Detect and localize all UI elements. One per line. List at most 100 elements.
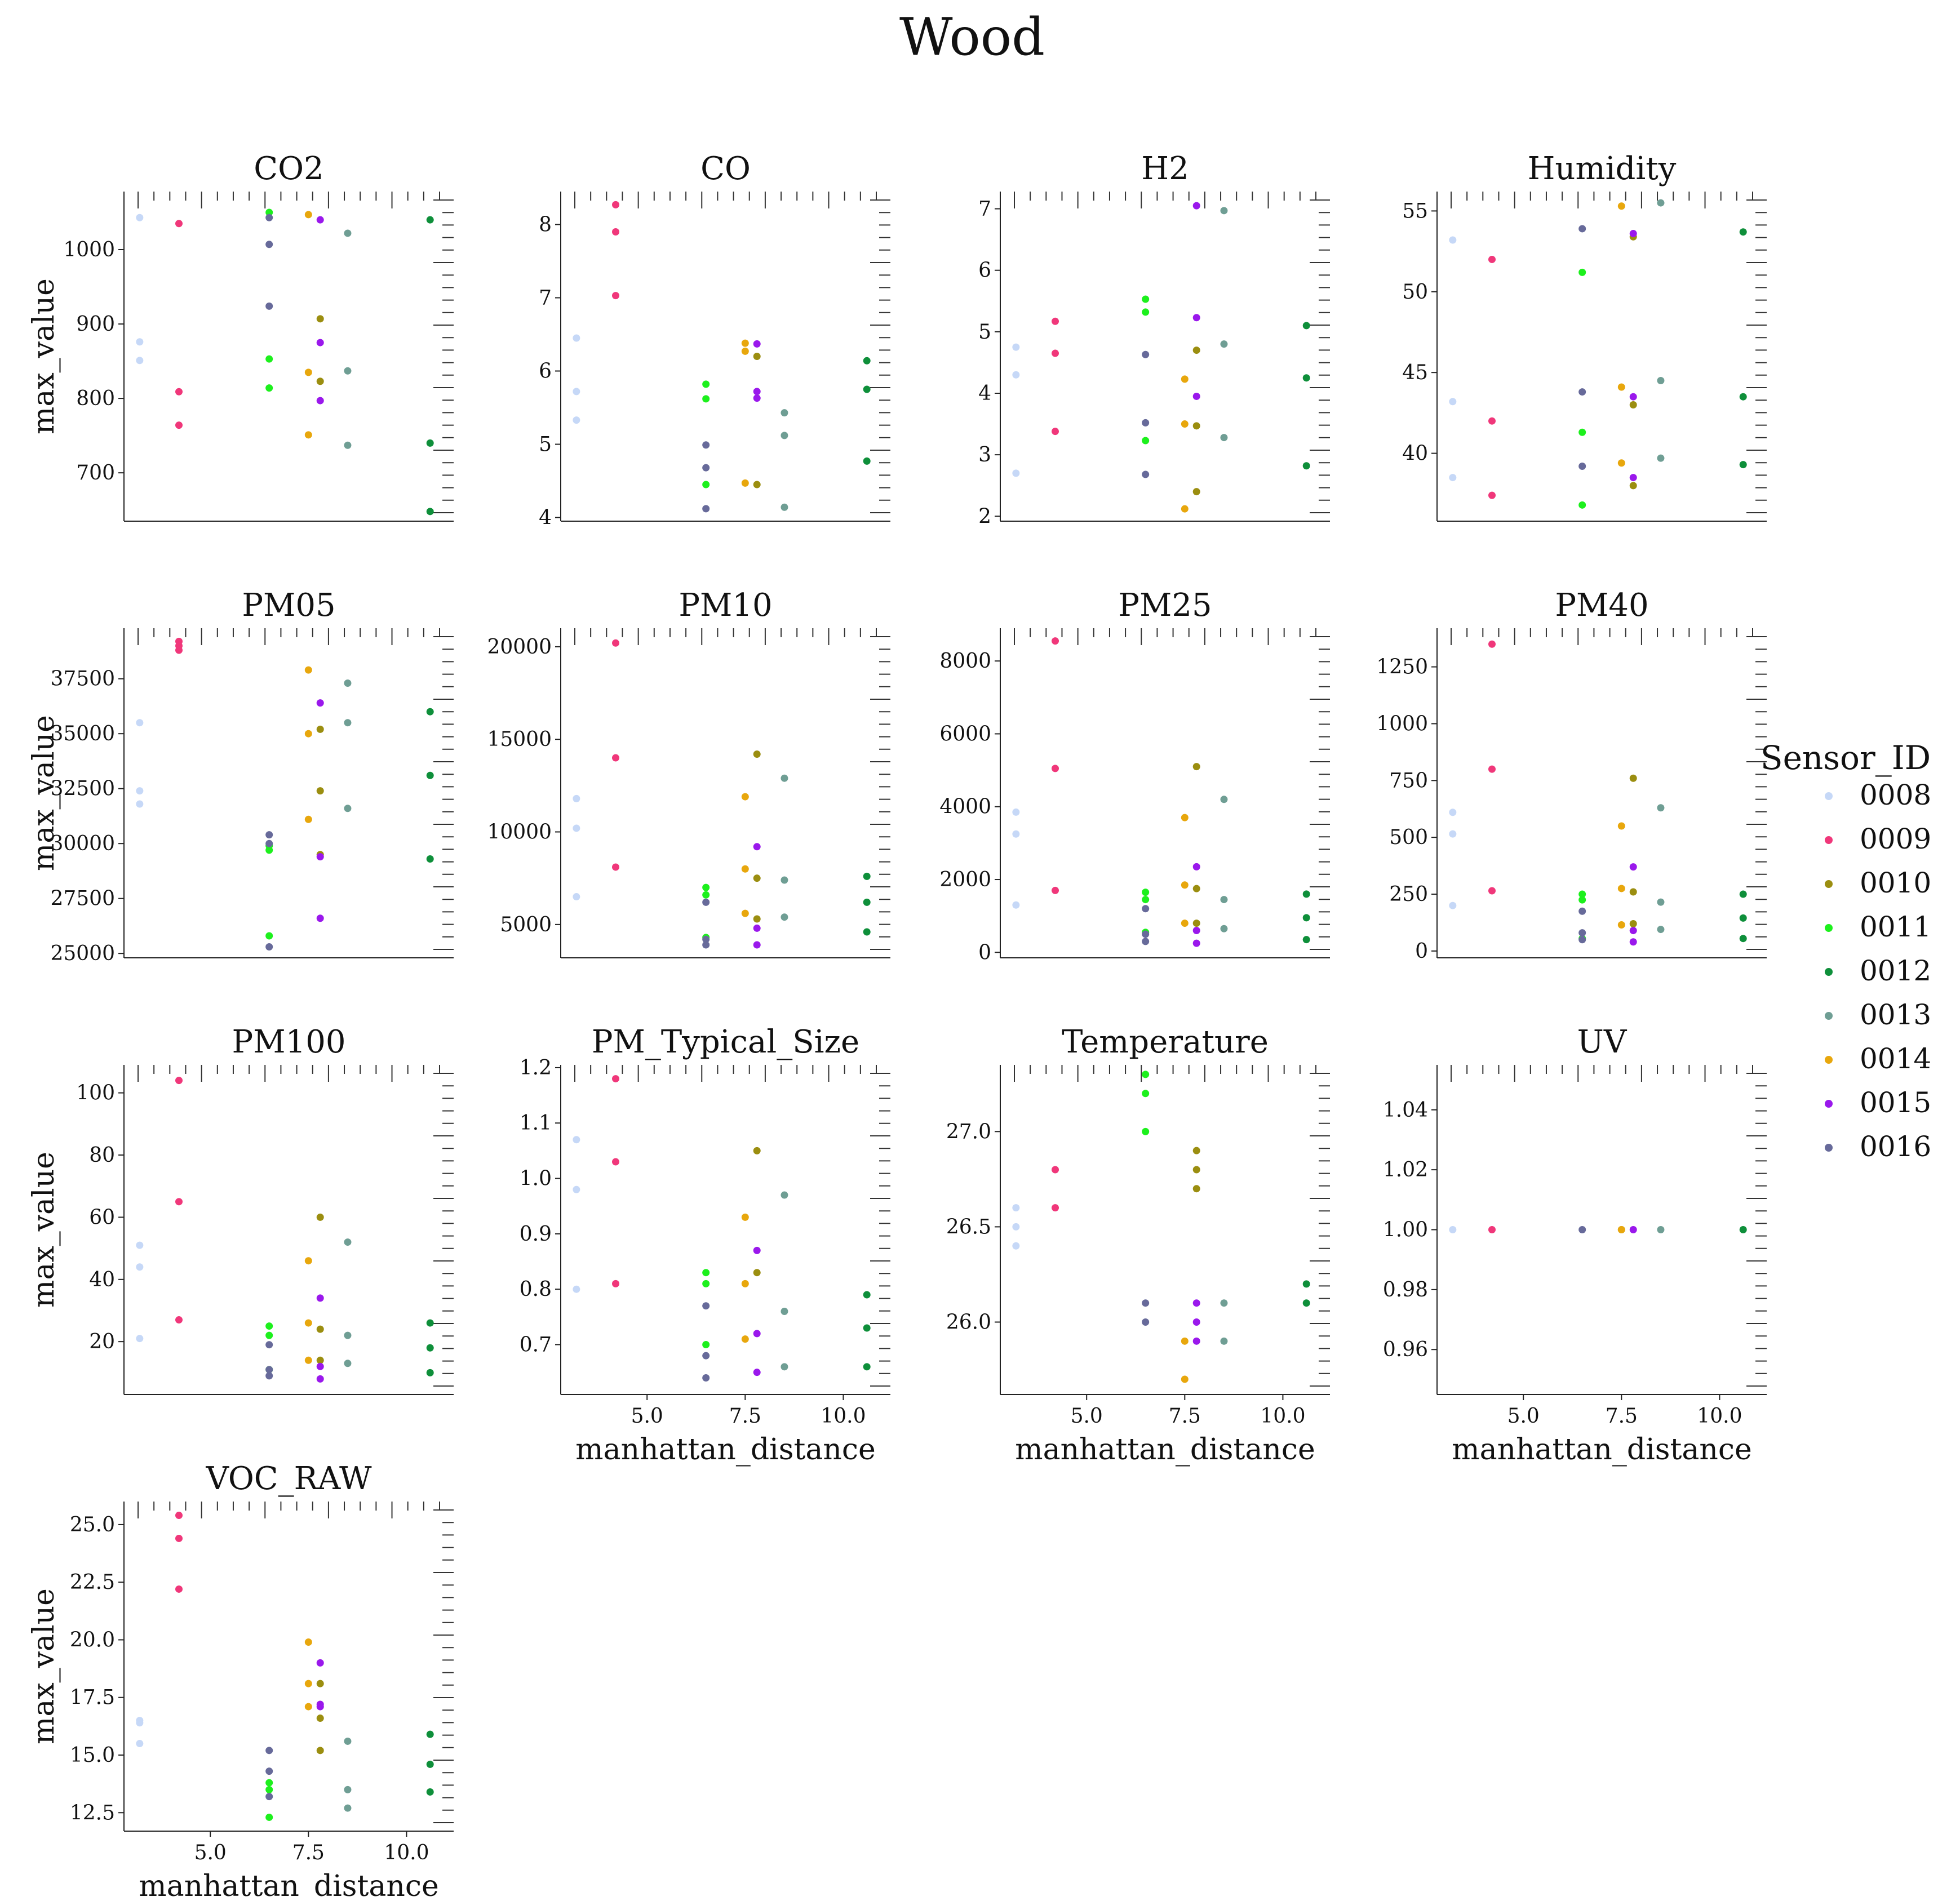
series-0008 bbox=[573, 794, 580, 901]
point-0010 bbox=[1192, 1166, 1200, 1174]
point-0015 bbox=[1192, 939, 1200, 947]
point-0009 bbox=[1052, 886, 1059, 894]
point-0008 bbox=[136, 1719, 144, 1727]
point-0009 bbox=[175, 1198, 183, 1206]
point-0012 bbox=[1739, 935, 1747, 943]
y-tick-label: 500 bbox=[1389, 826, 1428, 849]
series-0011 bbox=[1578, 268, 1586, 509]
point-0016 bbox=[1578, 388, 1586, 396]
point-0015 bbox=[753, 1369, 761, 1376]
series-0012 bbox=[863, 357, 871, 465]
y-tick-label: 15.0 bbox=[70, 1744, 115, 1767]
x-tick-label: 7.5 bbox=[1606, 1405, 1638, 1428]
point-0011 bbox=[1578, 428, 1586, 436]
point-0012 bbox=[1739, 1226, 1747, 1233]
series-0016 bbox=[265, 1747, 273, 1801]
y-tick-label: 1.1 bbox=[520, 1112, 552, 1135]
y-tick-label: 40 bbox=[89, 1268, 115, 1291]
series-0016 bbox=[702, 898, 710, 949]
legend-entry-0012: 0012 bbox=[1825, 954, 1931, 987]
point-0013 bbox=[1657, 804, 1665, 812]
point-0010 bbox=[753, 481, 761, 488]
panel-title: UV bbox=[1577, 1024, 1628, 1060]
point-0014 bbox=[741, 909, 749, 917]
point-0011 bbox=[1578, 896, 1586, 904]
point-0012 bbox=[863, 457, 871, 465]
panel-uv: UV 0.96 0.98 1.00 1.02 1.04 5.0 7.5 10.0 manhatta… bbox=[1383, 1024, 1767, 1467]
point-0009 bbox=[612, 292, 619, 300]
point-0009 bbox=[612, 639, 619, 647]
legend-label: 0013 bbox=[1860, 998, 1931, 1031]
point-0015 bbox=[1192, 314, 1200, 322]
series-0013 bbox=[344, 1238, 352, 1367]
panel-title: H2 bbox=[1141, 150, 1189, 187]
panel-co: CO 4 5 6 7 8 bbox=[539, 150, 890, 530]
y-tick-label: 27.0 bbox=[946, 1120, 991, 1143]
series-0010 bbox=[1192, 1147, 1200, 1193]
legend-label: 0011 bbox=[1860, 910, 1931, 943]
point-0008 bbox=[136, 1740, 144, 1748]
point-0011 bbox=[265, 932, 273, 940]
point-0014 bbox=[741, 1213, 749, 1221]
y-tick-label: 700 bbox=[76, 461, 115, 485]
point-0008 bbox=[573, 334, 580, 342]
point-0009 bbox=[612, 1075, 619, 1083]
point-0013 bbox=[1657, 926, 1665, 934]
point-0009 bbox=[1052, 637, 1059, 645]
point-0009 bbox=[1052, 349, 1059, 357]
point-0012 bbox=[1739, 890, 1747, 898]
point-0011 bbox=[1578, 268, 1586, 276]
point-0008 bbox=[1012, 371, 1020, 379]
point-0008 bbox=[573, 824, 580, 832]
point-0011 bbox=[265, 1322, 273, 1330]
point-0012 bbox=[426, 439, 434, 447]
point-0016 bbox=[265, 302, 273, 310]
legend-marker bbox=[1825, 880, 1833, 888]
point-0016 bbox=[265, 831, 273, 839]
point-0009 bbox=[1052, 765, 1059, 772]
point-0015 bbox=[753, 1330, 761, 1338]
point-0015 bbox=[753, 340, 761, 348]
series-0015 bbox=[753, 340, 761, 402]
series-0014 bbox=[741, 339, 749, 487]
legend-marker bbox=[1825, 968, 1833, 976]
point-0012 bbox=[426, 508, 434, 516]
point-0016 bbox=[1142, 1299, 1150, 1307]
point-0014 bbox=[1181, 505, 1189, 513]
y-tick-label: 800 bbox=[76, 387, 115, 410]
point-0013 bbox=[781, 1191, 788, 1199]
y-tick-label: 1.00 bbox=[1383, 1219, 1428, 1242]
point-0013 bbox=[344, 1331, 352, 1339]
series-0012 bbox=[1739, 228, 1747, 469]
point-0014 bbox=[304, 815, 312, 823]
point-0013 bbox=[781, 503, 788, 511]
point-0015 bbox=[1629, 863, 1637, 871]
point-0013 bbox=[781, 1363, 788, 1371]
panel-h2: H2 2 3 4 5 6 7 bbox=[978, 150, 1330, 528]
point-0010 bbox=[1192, 488, 1200, 496]
point-0010 bbox=[1629, 920, 1637, 927]
point-0008 bbox=[573, 1136, 580, 1144]
series-0012 bbox=[1302, 322, 1310, 470]
series-0008 bbox=[136, 1717, 144, 1748]
point-0009 bbox=[612, 201, 619, 208]
series-0013 bbox=[1657, 199, 1665, 462]
point-0009 bbox=[1488, 491, 1496, 499]
legend-marker bbox=[1825, 1012, 1833, 1020]
point-0016 bbox=[1142, 938, 1150, 945]
point-0011 bbox=[702, 481, 710, 488]
point-0014 bbox=[1617, 383, 1625, 391]
point-0016 bbox=[265, 1767, 273, 1775]
point-0015 bbox=[316, 1703, 324, 1711]
point-0016 bbox=[702, 1352, 710, 1360]
y-tick-label: 1.0 bbox=[520, 1167, 552, 1191]
point-0008 bbox=[136, 214, 144, 221]
legend-label: 0008 bbox=[1860, 779, 1931, 811]
point-0016 bbox=[265, 1366, 273, 1374]
point-0008 bbox=[1449, 398, 1457, 406]
panel-pm25: PM25 0 2000 4000 6000 8000 bbox=[939, 587, 1330, 964]
series-0013 bbox=[1220, 1299, 1228, 1345]
point-0011 bbox=[702, 1269, 710, 1277]
point-0009 bbox=[1488, 417, 1496, 425]
point-0013 bbox=[344, 679, 352, 687]
